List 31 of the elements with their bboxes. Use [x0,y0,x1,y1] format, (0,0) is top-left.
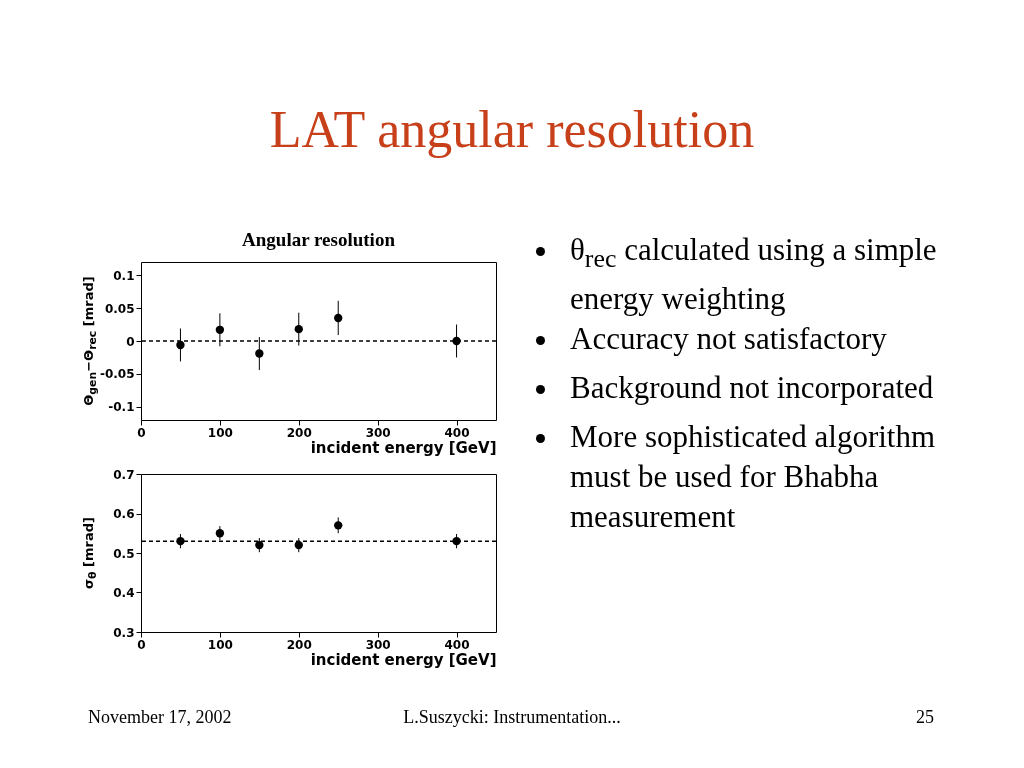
text: More sophisticated algorithm must be used for Bhabha measurement [570,418,937,536]
x-axis-title: incident energy [GeV] [310,650,497,669]
text: Accuracy not satisfactory [570,320,888,358]
x-tick-label: 400 [444,637,470,652]
y-tick-label: 0.6 [113,507,135,521]
y-tick-label: 0.5 [113,546,135,561]
y-tick-label: 0.4 [113,586,135,600]
x-tick-label: 300 [365,637,391,652]
x-tick-label: 200 [286,425,312,440]
x-tick-label: 300 [365,425,391,440]
x-tick-label: 200 [286,637,312,652]
y-tick-label: 0.1 [113,268,135,283]
text: November 17, 2002 [88,707,232,728]
text: Background not incorporated [570,369,935,407]
y-tick-label: 0.7 [113,467,135,482]
x-tick-label: 0 [137,637,146,652]
text: L.Suszycki: Instrumentation... [403,707,621,727]
y-tick-label: -0.05 [99,367,135,382]
x-tick-label: 100 [207,637,233,652]
x-axis-title: incident energy [GeV] [310,438,497,457]
y-tick-label: -0.1 [108,400,135,415]
y-tick-label: 0 [126,334,135,349]
text: θ$_{rec}$ calculated using a simple energy weighting [570,231,938,319]
text: LAT angular resolution [268,100,756,159]
chart-title: Angular resolution [242,229,396,250]
text: 25 [916,707,934,728]
x-tick-label: 400 [444,425,470,440]
y-tick-label: 0.05 [104,301,135,316]
y-tick-label: 0.3 [113,625,135,640]
x-tick-label: 100 [207,425,233,440]
x-tick-label: 0 [137,425,146,440]
